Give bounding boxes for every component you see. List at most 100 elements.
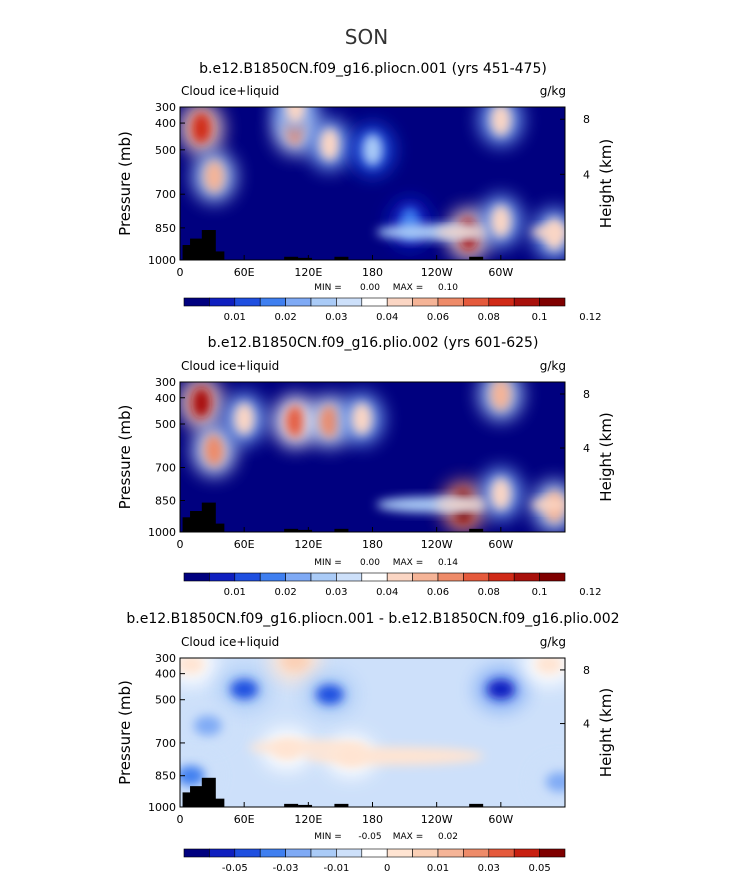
- colorbar-swatch: [386, 297, 413, 307]
- y-tick-label: 1000: [148, 254, 176, 267]
- colorbar-swatch: [539, 297, 566, 307]
- stat-min: 0.00: [360, 558, 380, 568]
- stratus-layer: [530, 226, 565, 239]
- contour-plot: [180, 107, 565, 260]
- diff-layer: [248, 740, 369, 755]
- topography: [469, 528, 484, 532]
- x-tick-label: 180: [362, 538, 383, 551]
- colorbar-label: 0.06: [427, 312, 449, 323]
- contour-core: [362, 133, 383, 166]
- contour-core: [191, 387, 212, 419]
- colorbar-swatch: [386, 572, 413, 582]
- axes: 300 400 500 700 850 1000 8 4 0 60E 120E 180 120W 60W P…: [116, 652, 615, 826]
- colorbar-swatch: [259, 572, 286, 582]
- y-tick-label: 300: [155, 101, 176, 114]
- x-tick-label: 60W: [488, 266, 513, 279]
- colorbar-swatch: [234, 572, 261, 582]
- colorbar-swatch: [209, 297, 236, 307]
- colorbar-label: 0.01: [224, 587, 246, 598]
- panel-title: b.e12.B1850CN.f09_g16.pliocn.001 (yrs 45…: [199, 61, 547, 77]
- stat-max-label: MAX =: [393, 832, 424, 842]
- colorbar-swatch: [412, 848, 439, 858]
- contour-core: [281, 658, 310, 672]
- colorbar-label: 0.1: [532, 587, 548, 598]
- colorbar-swatch: [285, 848, 312, 858]
- x-tick-label: 120W: [421, 266, 453, 279]
- stat-min: -0.05: [358, 832, 381, 842]
- colorbar-swatch: [513, 297, 540, 307]
- x-tick-label: 180: [362, 266, 383, 279]
- colorbar-label: 0.08: [478, 312, 500, 323]
- colorbar-swatch: [488, 848, 515, 858]
- contour-core: [204, 160, 225, 193]
- colorbar-swatch: [463, 297, 490, 307]
- y-tick-label: 1000: [148, 801, 176, 814]
- colorbar-label: 0.01: [224, 312, 246, 323]
- colorbar-label: 0: [384, 863, 390, 874]
- x-tick-label: 180: [362, 813, 383, 826]
- topography: [298, 804, 313, 807]
- y-tick-label: 850: [155, 770, 176, 783]
- colorbar-label: 0.02: [274, 587, 296, 598]
- contour-core: [191, 112, 212, 145]
- field-layer: [180, 658, 565, 807]
- contour-plot: [180, 382, 565, 532]
- contour-core: [315, 684, 344, 705]
- x-tick-label: 120E: [294, 813, 322, 826]
- field-label: Cloud ice+liquid: [181, 635, 279, 649]
- stat-max: 0.10: [438, 283, 458, 293]
- colorbar-swatch: [285, 297, 312, 307]
- colorbar-swatch: [513, 572, 540, 582]
- units-label: g/kg: [540, 635, 566, 649]
- colorbar-label: 0.03: [325, 587, 347, 598]
- contour-core: [234, 402, 255, 435]
- colorbar-swatch: [183, 572, 210, 582]
- topography: [334, 256, 349, 260]
- colorbar-swatch: [463, 572, 490, 582]
- topography: [298, 529, 313, 532]
- y-tick-label: 700: [155, 737, 176, 750]
- colorbar-label: 0.04: [376, 312, 398, 323]
- colorbar-label: -0.03: [273, 863, 299, 874]
- axes: 300 400 500 700 850 1000 8 4 0 60E 120E 180 120W 60W P…: [116, 376, 615, 551]
- y-tick-label: 500: [155, 418, 176, 431]
- colorbar: -0.05 -0.03 -0.01 0 0.01 0.03 0.05: [183, 848, 566, 874]
- x-tick-label: 0: [177, 538, 184, 551]
- colorbar-swatch: [463, 848, 490, 858]
- topography: [469, 803, 484, 807]
- stratus-layer: [435, 227, 486, 238]
- panel-pliocn: b.e12.B1850CN.f09_g16.pliocn.001 (yrs 45…: [116, 61, 615, 323]
- contour-core: [351, 402, 372, 435]
- contour-core: [534, 658, 563, 675]
- colorbar-swatch: [310, 297, 337, 307]
- stat-min-label: MIN =: [314, 283, 342, 293]
- y-axis-title: Pressure (mb): [116, 131, 134, 236]
- contour-core: [193, 715, 222, 736]
- colorbar-swatch: [336, 572, 363, 582]
- axes: 300 400 500 700 850 1000 8 4 0 60E 120E 180 120W 60W P…: [116, 101, 615, 279]
- colorbar-swatch: [437, 572, 464, 582]
- colorbar-swatch: [412, 572, 439, 582]
- x-tick-label: 120E: [294, 538, 322, 551]
- x-tick-label: 60W: [488, 813, 513, 826]
- topography: [190, 238, 205, 260]
- y-right-axis-title: Height (km): [597, 688, 615, 777]
- stat-max: 0.02: [438, 832, 458, 842]
- colorbar-swatch: [183, 297, 210, 307]
- contour-core: [490, 205, 511, 238]
- colorbar-swatch: [488, 572, 515, 582]
- x-tick-label: 120W: [421, 813, 453, 826]
- topography: [298, 257, 313, 260]
- y-tick-label: 400: [155, 392, 176, 405]
- colorbar-swatch: [310, 848, 337, 858]
- colorbar-label: 0.01: [427, 863, 449, 874]
- y-right-tick-label: 8: [583, 388, 590, 401]
- contour-core: [180, 765, 205, 786]
- topography: [284, 803, 299, 807]
- topography: [334, 528, 349, 532]
- stat-max-label: MAX =: [393, 283, 424, 293]
- field-layer: [180, 382, 565, 532]
- colorbar-label: -0.01: [323, 863, 349, 874]
- stat-max-label: MAX =: [393, 558, 424, 568]
